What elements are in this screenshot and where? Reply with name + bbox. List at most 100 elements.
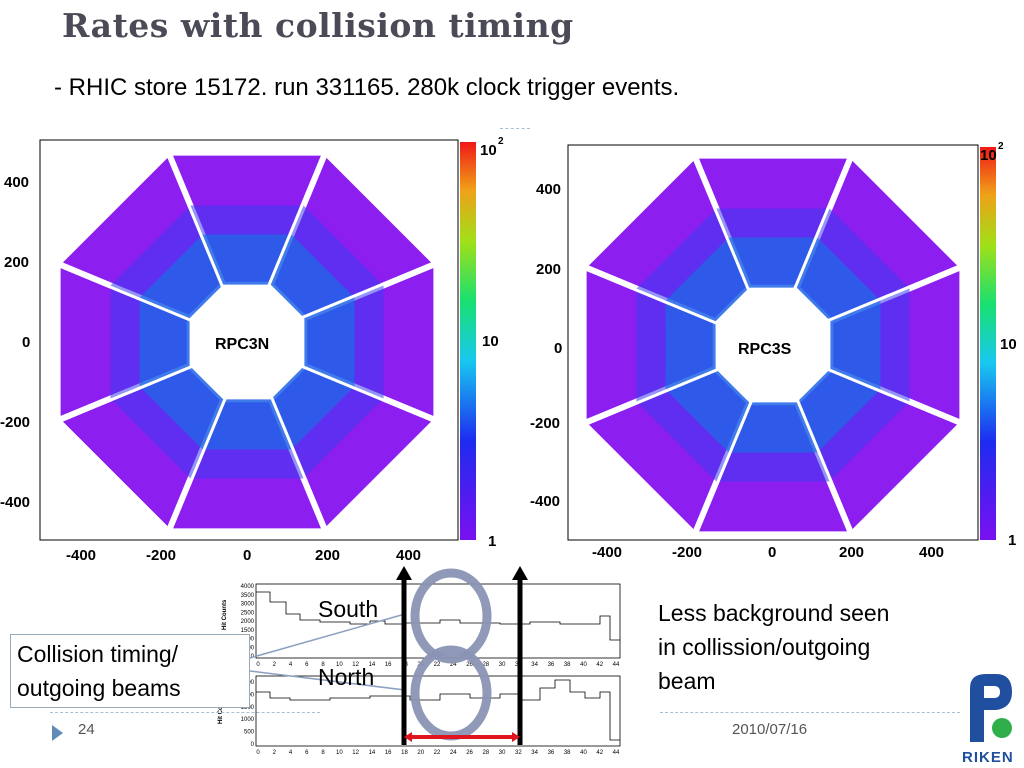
slide-subtitle: - RHIC store 15172. run 331165. 280k clo…	[54, 74, 680, 101]
x-tick: 4	[289, 750, 293, 756]
detector-octagon	[52, 147, 442, 537]
x-tick: 200	[315, 547, 340, 564]
x-tick: -400	[66, 547, 96, 564]
y-tick: 200	[4, 254, 29, 271]
x-tick: 16	[385, 662, 392, 668]
color-scale-bar	[980, 147, 996, 540]
x-tick: 16	[385, 750, 392, 756]
inner-rate-band	[139, 234, 224, 319]
mid-rate-band	[817, 208, 910, 301]
mid-rate-band	[190, 449, 304, 479]
mid-rate-band	[354, 285, 384, 399]
y-axis-label: Hit Counts	[218, 693, 224, 724]
colorbar-mid: 10	[482, 333, 499, 350]
x-tick: 2	[273, 662, 277, 668]
mid-rate-band	[817, 389, 910, 482]
logo-text: RIKEN	[962, 749, 1014, 766]
x-tick: 0	[768, 544, 776, 561]
mid-rate-band	[110, 205, 203, 298]
x-tick: -200	[146, 547, 176, 564]
y-tick: -200	[0, 414, 30, 431]
y-tick: 0	[22, 334, 30, 351]
histogram-line	[256, 679, 620, 741]
x-tick: 40	[580, 750, 587, 756]
callout-line-south	[224, 613, 406, 666]
inner-rate-band	[665, 237, 750, 322]
x-tick: 0	[256, 750, 260, 756]
nav-arrow-icon[interactable]	[52, 725, 63, 741]
mid-rate-band	[110, 386, 203, 479]
colorbar-bottom: 1	[488, 533, 496, 550]
slide-number: 24	[78, 721, 95, 738]
x-tick: 20	[417, 750, 424, 756]
x-tick: 42	[596, 662, 603, 668]
beam-hole	[715, 287, 831, 403]
x-tick: 44	[613, 750, 620, 756]
header-divider	[500, 128, 530, 129]
bracket-right-icon	[512, 732, 520, 742]
y-tick: 500	[244, 730, 255, 736]
x-tick: 8	[321, 750, 325, 756]
callout-line-north	[224, 667, 406, 691]
x-tick: 30	[499, 750, 506, 756]
y-tick: 2500	[241, 610, 255, 616]
x-tick: 28	[482, 750, 489, 756]
y-tick: 4000	[241, 584, 255, 590]
logo-cutout	[984, 686, 1000, 698]
mid-rate-band	[880, 288, 910, 402]
y-tick: 3500	[241, 593, 255, 599]
slide-date: 2010/07/16	[732, 721, 808, 738]
x-tick: 28	[482, 662, 489, 668]
inner-rate-band	[665, 300, 716, 390]
x-tick: 38	[564, 662, 571, 668]
x-tick: 8	[321, 662, 325, 668]
x-tick: 200	[839, 544, 864, 561]
histogram-frame	[255, 583, 621, 659]
colorbar-top-exponent: 2	[498, 136, 504, 147]
inner-rate-band	[202, 234, 292, 285]
mid-rate-band	[190, 205, 304, 235]
x-tick: 10	[336, 662, 343, 668]
inner-rate-band	[728, 402, 818, 453]
y-axis-ticks: 400 200 0 -200 -400	[0, 174, 30, 511]
inner-rate-band	[270, 234, 355, 319]
inner-rate-band	[270, 365, 355, 450]
footer-divider	[50, 712, 320, 713]
mid-rate-band	[110, 285, 140, 399]
inner-rate-band	[728, 237, 818, 288]
y-tick: 0	[554, 340, 562, 357]
colorbar-top: 10	[480, 142, 497, 159]
x-tick: 38	[564, 750, 571, 756]
x-tick: 44	[613, 662, 620, 668]
collision-timing-line2: outgoing beams	[17, 675, 181, 701]
x-tick: 22	[434, 662, 441, 668]
y-tick: 0	[251, 742, 255, 748]
inner-rate-band	[202, 399, 292, 450]
less-background-note: Less background seen in collission/outgo…	[658, 600, 890, 694]
rpc3s-hit-map: RPC3S 400 200 0 -200 -400 -400 -200 0 20…	[530, 141, 1017, 561]
x-tick: 14	[369, 750, 376, 756]
x-tick: 24	[450, 750, 457, 756]
x-tick: 2	[273, 750, 277, 756]
x-tick: 32	[515, 750, 522, 756]
x-tick: 24	[450, 662, 457, 668]
colorbar-bottom: 1	[1008, 532, 1016, 549]
x-tick: 400	[919, 544, 944, 561]
colorbar-top-exponent: 2	[998, 141, 1004, 152]
collision-timing-box: Collision timing/ outgoing beams	[10, 634, 250, 708]
x-tick: 0	[243, 547, 251, 564]
beam-hole	[189, 284, 305, 400]
x-tick: 4	[289, 662, 293, 668]
x-tick: 40	[580, 662, 587, 668]
y-tick: 1000	[241, 717, 255, 723]
x-tick: 10	[336, 750, 343, 756]
x-tick: 26	[466, 750, 473, 756]
x-tick: 34	[531, 662, 538, 668]
x-tick: 12	[352, 750, 359, 756]
x-tick: 0	[256, 662, 260, 668]
bracket-left-icon	[404, 732, 412, 742]
x-tick: 6	[305, 662, 309, 668]
y-tick: 400	[536, 181, 561, 198]
